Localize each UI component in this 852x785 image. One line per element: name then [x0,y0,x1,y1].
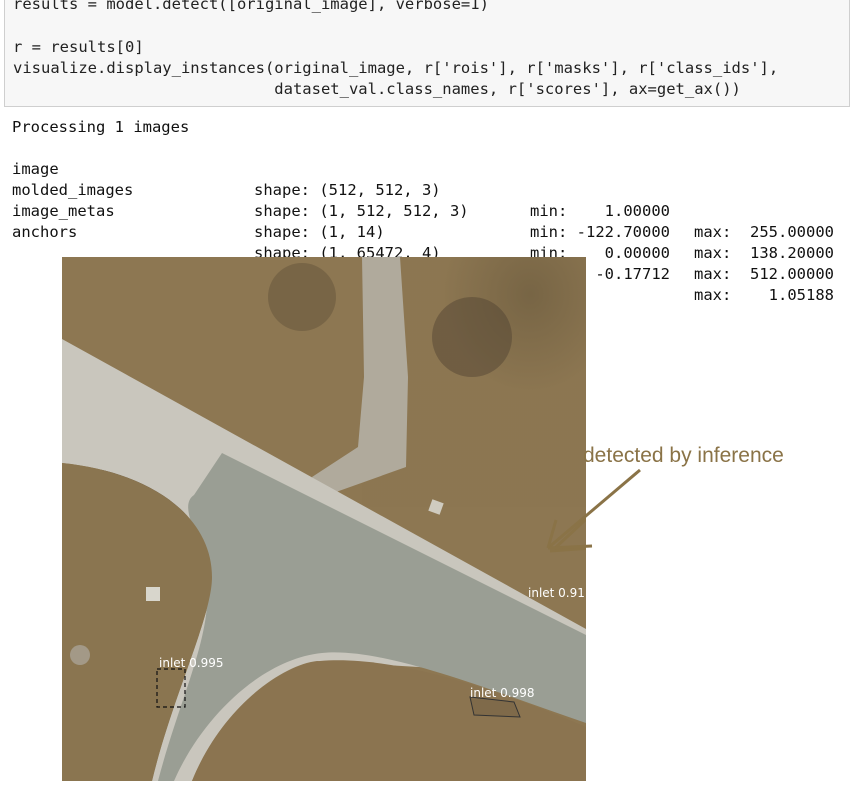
output-header: Processing 1 images [12,118,190,136]
object [70,645,90,665]
output-name: molded_images [12,181,134,199]
tree-canopy [432,297,512,377]
output-max: max: 255.00000 [694,223,834,241]
code-line: r = results[0] [13,38,144,56]
footpath [312,257,408,497]
code-line: dataset_val.class_names, r['scores'], ax… [13,80,741,98]
output-name: image_metas [12,202,115,220]
aerial-image: inlet 0.91 inlet 0.995 inlet 0.998 [62,257,586,781]
detection-box [469,696,521,718]
lawn [62,463,212,781]
code-line: visualize.display_instances(original_ima… [13,59,779,77]
output-name: image [12,160,59,178]
annotation-text: detected by inference [583,444,784,467]
detection-label: inlet 0.998 [470,686,535,700]
code-cell[interactable]: results = model.detect([original_image],… [4,0,850,107]
output-max: max: 138.20000 [694,244,834,262]
inlet-marker [428,499,444,515]
tree-canopy [268,263,336,331]
code-line: results = model.detect([original_image],… [13,0,489,13]
output-max: max: 1.05188 [694,286,834,304]
inlet-marker [146,587,160,601]
output-max: max: 512.00000 [694,265,834,283]
detection-label: inlet 0.91 [528,586,585,600]
detection-figure: inlet 0.91 inlet 0.995 inlet 0.998 [62,257,586,781]
output-shape: shape: (512, 512, 3) [254,181,441,199]
output-min: min: 1.00000 [530,202,670,220]
road [158,453,586,781]
output-shape: shape: (1, 14) [254,223,385,241]
output-min: min: -122.70000 [530,223,670,241]
output-shape: shape: (1, 512, 512, 3) [254,202,469,220]
output-row: image shape: (512, 512, 3) min: 1.00000 … [12,138,834,241]
detection-label: inlet 0.995 [159,656,224,670]
output-row: anchors shape: (1, 65472, 4) min: -0.177… [12,201,834,304]
output-row: image_metas shape: (1, 14) min: 0.00000 … [12,180,834,283]
output-name: anchors [12,223,78,241]
detection-box [156,668,186,708]
output-row: molded_images shape: (1, 512, 512, 3) mi… [12,159,834,262]
lawn [192,660,586,781]
